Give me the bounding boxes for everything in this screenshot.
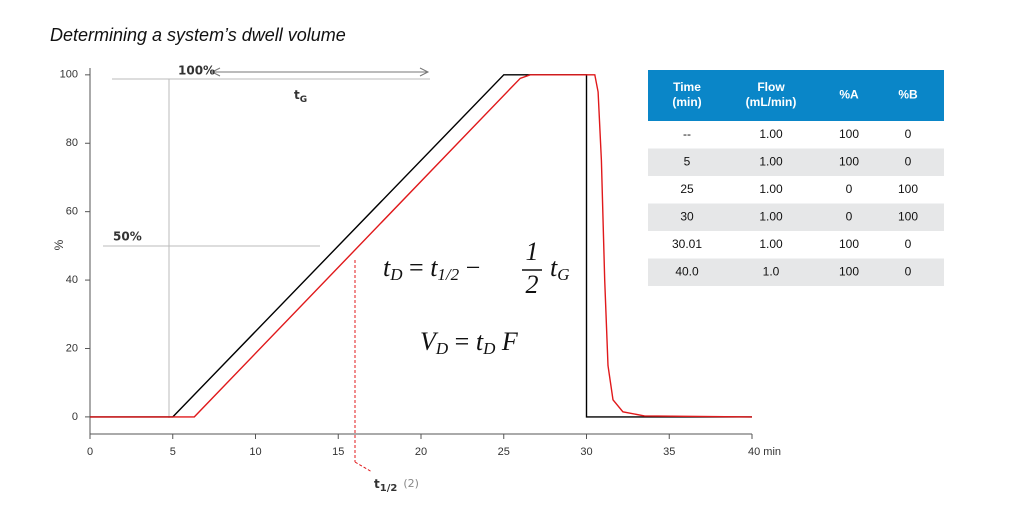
table-cell: 0 — [846, 209, 853, 223]
arrow-head — [210, 67, 430, 77]
annotation: tG — [294, 88, 307, 105]
symbol: t — [294, 88, 300, 102]
x-tick-label: 40 min — [748, 446, 781, 458]
x-tick-label: 20 — [415, 446, 427, 458]
symbol: t — [383, 253, 391, 282]
table-cell: 100 — [839, 264, 859, 278]
table-cell: 0 — [905, 264, 912, 278]
header-cell: %A — [839, 88, 859, 102]
operator: = — [403, 253, 431, 282]
operator: = — [448, 327, 476, 356]
y-tick-label: 20 — [66, 342, 78, 354]
subscript: G — [300, 95, 307, 105]
table-cell: 30 — [680, 209, 694, 223]
fraction-denominator: 2 — [526, 270, 539, 299]
table-cell: 100 — [839, 127, 859, 141]
note: (2) — [403, 477, 419, 490]
header-cell: Time — [673, 80, 701, 94]
symbol: t — [430, 253, 438, 282]
y-axis-label: % — [52, 239, 66, 250]
table-cell: 1.0 — [763, 264, 780, 278]
y-tick-label: 40 — [66, 274, 78, 286]
symbol: t — [476, 327, 484, 356]
table-cell: 0 — [905, 154, 912, 168]
table-row — [648, 258, 944, 286]
table-cell: 1.00 — [759, 154, 783, 168]
equation: VD = tD F — [420, 327, 519, 358]
y-tick-label: 100 — [60, 69, 78, 81]
table-cell: 5 — [684, 154, 691, 168]
symbol: t — [550, 253, 558, 282]
table-cell: 1.00 — [759, 209, 783, 223]
subscript: 1/2 — [380, 483, 398, 494]
table-cell: 100 — [839, 154, 859, 168]
annotation: 100% — [178, 64, 215, 78]
subscript: D — [482, 339, 496, 358]
table-row — [648, 176, 944, 204]
table-cell: 100 — [898, 209, 918, 223]
operator: − — [459, 253, 480, 282]
table-cell: 1.00 — [759, 182, 783, 196]
symbol: V — [420, 327, 439, 356]
fraction-numerator: 1 — [526, 237, 539, 266]
y-tick-label: 60 — [66, 206, 78, 218]
subscript: 1/2 — [437, 265, 459, 284]
annotation: t1/2 (2) — [374, 477, 419, 495]
table-cell: 100 — [839, 237, 859, 251]
table-cell: 1.00 — [759, 127, 783, 141]
header-cell: Flow — [757, 80, 785, 94]
x-tick-label: 0 — [87, 446, 93, 458]
equation: tG — [550, 253, 570, 284]
header-cell: (mL/min) — [746, 95, 797, 109]
table-cell: 0 — [846, 182, 853, 196]
table-cell: 30.01 — [672, 237, 702, 251]
equation: tD = t1/2 − — [383, 253, 480, 284]
table-cell: 1.00 — [759, 237, 783, 251]
x-tick-label: 35 — [663, 446, 675, 458]
y-tick-label: 80 — [66, 137, 78, 149]
subscript: G — [557, 265, 569, 284]
table-row — [648, 148, 944, 176]
marker-line — [354, 461, 373, 473]
line — [90, 74, 753, 418]
chart-title: Determining a system’s dwell volume — [50, 25, 346, 45]
y-tick-label: 0 — [72, 411, 78, 423]
x-tick-label: 5 — [170, 446, 176, 458]
symbol: t — [374, 477, 380, 491]
x-tick-label: 30 — [580, 446, 592, 458]
table: Time(min)Flow(mL/min)%A %B-- 1.00 100 05 1.00… — [648, 70, 944, 286]
table-cell: 100 — [898, 182, 918, 196]
table-cell: 40.0 — [675, 264, 699, 278]
table-cell: 25 — [680, 182, 694, 196]
symbol: F — [495, 327, 519, 356]
table-row — [648, 231, 944, 259]
table-cell: -- — [683, 127, 691, 141]
header-cell: %B — [898, 88, 918, 102]
x-tick-label: 15 — [332, 446, 344, 458]
subscript: D — [389, 265, 403, 284]
annotation: 50% — [113, 230, 142, 244]
x-tick-label: 25 — [498, 446, 510, 458]
table-cell: 0 — [905, 237, 912, 251]
table-cell: 0 — [905, 127, 912, 141]
x-tick-label: 10 — [249, 446, 261, 458]
table-row — [648, 203, 944, 231]
table-header — [648, 70, 944, 121]
table-row — [648, 121, 944, 149]
header-cell: (min) — [672, 95, 701, 109]
subscript: D — [435, 339, 449, 358]
